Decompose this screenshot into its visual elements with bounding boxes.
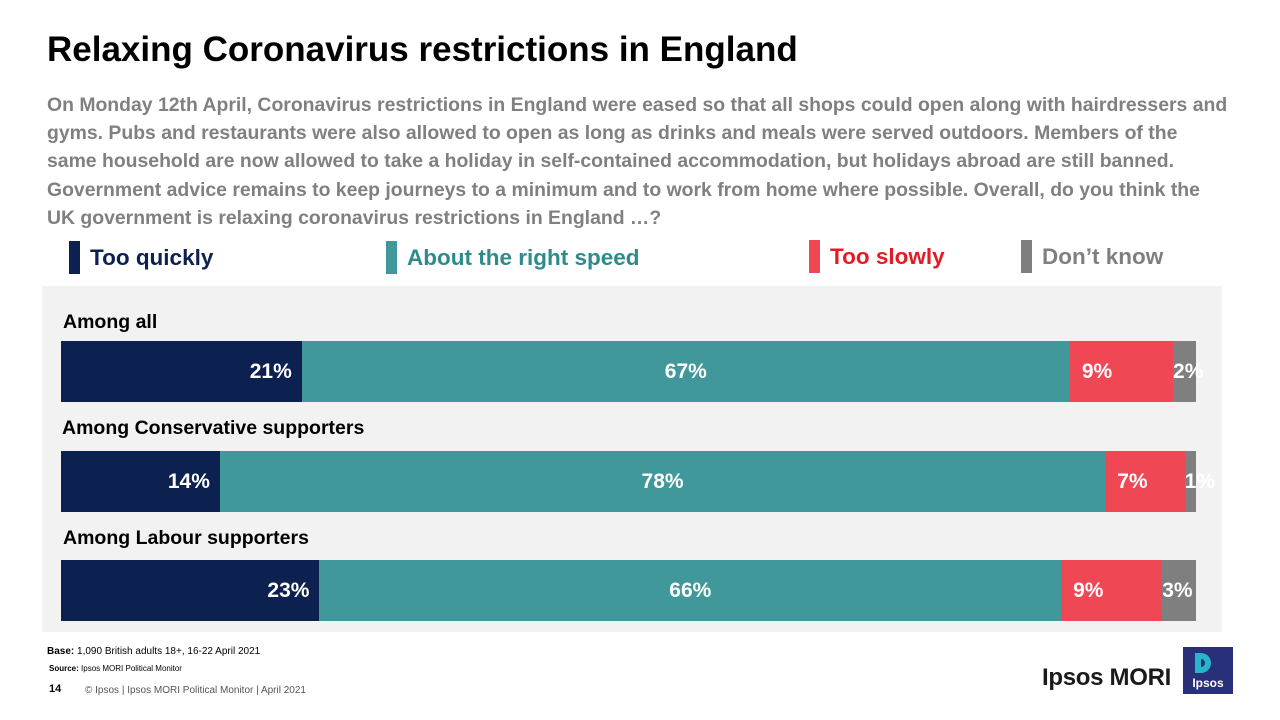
footer-text: © Ipsos | Ipsos MORI Political Monitor |… bbox=[85, 685, 306, 696]
legend-item-too-quickly: Too quickly bbox=[69, 241, 213, 274]
legend-swatch bbox=[69, 241, 80, 274]
legend-item-dont-know: Don’t know bbox=[1021, 240, 1163, 273]
legend-swatch bbox=[386, 241, 397, 274]
data-label: 1% bbox=[1184, 469, 1215, 493]
page-number: 14 bbox=[49, 683, 62, 695]
source-label: Source: bbox=[49, 664, 79, 673]
logo-text: Ipsos bbox=[1192, 676, 1224, 690]
data-label: 21% bbox=[249, 359, 292, 383]
data-label: 3% bbox=[1162, 578, 1193, 602]
bar-segment-too-slowly: 9% bbox=[1069, 341, 1174, 402]
brand-name: Ipsos MORI bbox=[1042, 664, 1172, 691]
data-label: 9% bbox=[1081, 359, 1113, 383]
data-label: 9% bbox=[1073, 578, 1104, 602]
bar-segment-too-slowly: 9% bbox=[1061, 560, 1163, 621]
row-label-all: Among all bbox=[63, 311, 158, 333]
data-label: 14% bbox=[167, 469, 210, 493]
legend-label: About the right speed bbox=[407, 244, 640, 270]
legend-label: Too quickly bbox=[90, 244, 214, 270]
data-label: 7% bbox=[1117, 469, 1148, 493]
bar-among-conservative: 14% 78% 7% 1% bbox=[61, 451, 1215, 512]
legend-item-too-slowly: Too slowly bbox=[809, 240, 945, 273]
bar-segment-about-right: 66% bbox=[319, 560, 1062, 621]
base-text: 1,090 British adults 18+, 16-22 April 20… bbox=[77, 646, 261, 657]
legend-item-about-right: About the right speed bbox=[386, 241, 640, 274]
bar-segment-about-right: 78% bbox=[219, 451, 1106, 512]
base-note: Base: 1,090 British adults 18+, 16-22 Ap… bbox=[47, 646, 260, 657]
source-note: Source: Ipsos MORI Political Monitor bbox=[49, 664, 182, 673]
source-text: Ipsos MORI Political Monitor bbox=[81, 664, 182, 673]
legend-swatch bbox=[809, 240, 820, 273]
bar-segment-too-slowly: 7% bbox=[1105, 451, 1185, 512]
bar-segment-about-right: 67% bbox=[301, 341, 1070, 402]
legend-swatch bbox=[1021, 240, 1032, 273]
question-text: On Monday 12th April, Coronavirus restri… bbox=[47, 94, 1228, 229]
legend-label: Don’t know bbox=[1042, 243, 1164, 269]
data-label: 2% bbox=[1173, 359, 1204, 383]
base-label: Base: bbox=[47, 646, 75, 657]
row-label-conservative: Among Conservative supporters bbox=[62, 417, 365, 439]
data-label: 66% bbox=[669, 578, 712, 602]
logo-mark-icon bbox=[1195, 653, 1211, 673]
bar-segment-too-quickly: 21% bbox=[61, 341, 302, 402]
bar-among-all: 21% 67% 9% 2% bbox=[61, 341, 1203, 402]
data-label: 23% bbox=[267, 578, 310, 602]
bar-segment-dont-know: 2% bbox=[1173, 341, 1203, 402]
bar-segment-dont-know: 1% bbox=[1184, 451, 1215, 512]
page-title: Relaxing Coronavirus restrictions in Eng… bbox=[47, 30, 798, 69]
row-label-labour: Among Labour supporters bbox=[63, 527, 309, 549]
bar-segment-dont-know: 3% bbox=[1162, 560, 1196, 621]
ipsos-logo: Ipsos bbox=[1183, 647, 1233, 694]
bar-segment-too-quickly: 14% bbox=[61, 451, 220, 512]
bar-among-labour: 23% 66% 9% 3% bbox=[61, 560, 1196, 621]
bar-segment-too-quickly: 23% bbox=[61, 560, 320, 621]
data-label: 67% bbox=[664, 359, 707, 383]
legend-label: Too slowly bbox=[830, 243, 945, 269]
data-label: 78% bbox=[641, 469, 684, 493]
